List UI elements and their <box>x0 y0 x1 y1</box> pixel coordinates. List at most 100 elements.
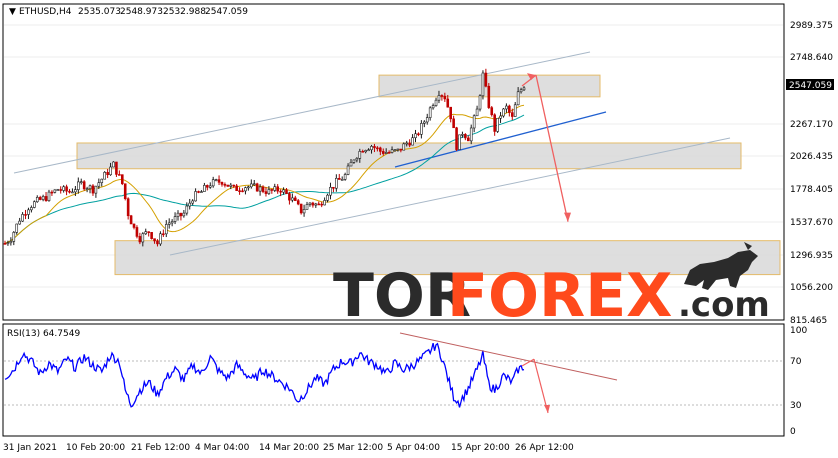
candle-body <box>399 148 403 151</box>
candle-body <box>50 191 54 194</box>
price-tick: 2748.640 <box>790 53 833 63</box>
candle-body <box>211 179 215 187</box>
candle-body <box>311 202 315 206</box>
time-axis: 31 Jan 2021 10 Feb 20:00 21 Feb 12:00 4 … <box>3 443 574 453</box>
candle-body <box>6 242 10 245</box>
candle-body <box>244 187 247 192</box>
candle-body <box>434 99 438 106</box>
candle-body <box>425 117 429 123</box>
candle-body <box>241 190 244 193</box>
rsi-forecast-down <box>533 358 549 414</box>
candle-body <box>71 191 74 194</box>
candle-body <box>258 186 262 192</box>
candle-body <box>452 118 455 129</box>
collapse-arrow-icon[interactable]: ▼ <box>9 7 16 17</box>
candle-body <box>68 190 71 193</box>
candle-body <box>120 174 124 185</box>
candle-body <box>464 134 467 139</box>
candle-body <box>159 233 162 245</box>
time-tick: 14 Mar 20:00 <box>259 443 319 453</box>
candle-body <box>323 200 326 206</box>
rsi-forecast-up <box>521 358 535 367</box>
candle-body <box>329 186 332 196</box>
candle-body <box>24 214 27 216</box>
time-tick: 15 Apr 20:00 <box>451 443 510 453</box>
candle-body <box>335 177 338 189</box>
rsi-layer <box>4 332 618 414</box>
time-tick: 5 Apr 04:00 <box>387 443 440 453</box>
candle-body <box>223 184 227 186</box>
price-tick: 815.465 <box>790 316 827 326</box>
candle-body <box>12 232 16 242</box>
candle-body <box>411 137 414 146</box>
support-resistance-zone <box>76 142 742 170</box>
candle-body <box>276 186 279 192</box>
logo-forex: FOREX <box>447 261 672 331</box>
candle-body <box>384 152 388 154</box>
candle-body <box>118 174 121 176</box>
time-tick: 31 Jan 2021 <box>3 443 57 453</box>
candle-body <box>510 112 514 117</box>
candle-body <box>291 197 294 201</box>
candle-body <box>420 123 423 135</box>
candle-body <box>185 205 189 214</box>
candle-body <box>206 185 209 188</box>
candle-body <box>499 115 502 119</box>
candle-body <box>109 166 112 176</box>
price-tick: 2989.375 <box>790 21 833 31</box>
symbol-label: ETHUSD,H4 <box>19 7 72 17</box>
candle-body <box>41 196 45 200</box>
time-tick: 25 Mar 12:00 <box>323 443 383 453</box>
candle-body <box>97 182 101 187</box>
rsi-level-label: 70 <box>790 357 802 367</box>
candle-body <box>502 108 505 117</box>
rsi-level-label: 30 <box>790 401 802 411</box>
candle-body <box>164 224 168 235</box>
candle-body <box>472 115 476 129</box>
candle-body <box>88 185 92 190</box>
candle-body <box>252 183 256 186</box>
candle-body <box>431 105 435 109</box>
candle-body <box>135 227 139 237</box>
candle-body <box>481 72 485 97</box>
candle-body <box>91 185 95 194</box>
candle-body <box>138 236 142 243</box>
candle-body <box>56 189 60 191</box>
candle-body <box>522 87 526 91</box>
candle-body <box>455 127 458 150</box>
candle-body <box>47 191 51 201</box>
candle-body <box>317 203 321 206</box>
candle-body <box>340 179 344 181</box>
rsi-axis: 100 70 30 0 <box>790 326 807 437</box>
candle-body <box>337 177 341 180</box>
candle-body <box>376 147 379 150</box>
candle-body <box>390 149 394 153</box>
time-tick: 4 Mar 04:00 <box>195 443 250 453</box>
candle-body <box>516 91 520 106</box>
candle-body <box>217 179 221 183</box>
candle-body <box>296 200 300 205</box>
candle-body <box>370 146 373 151</box>
moving-averages-layer <box>4 104 525 244</box>
candle-body <box>408 142 411 146</box>
candle-body <box>115 161 118 175</box>
candle-body <box>132 223 136 228</box>
candle-body <box>379 147 382 152</box>
candle-body <box>299 203 303 214</box>
low-value: 2532.988 <box>163 7 206 17</box>
candle-body <box>197 191 200 193</box>
forecast-up-arrowhead <box>527 73 536 81</box>
candle-body <box>59 189 63 191</box>
candle-body <box>387 152 391 154</box>
candle-body <box>9 241 13 244</box>
rsi-panel-frame <box>2 323 785 437</box>
candle-body <box>487 85 491 108</box>
candle-body <box>85 188 89 191</box>
candle-body <box>30 207 33 211</box>
candle-body <box>126 198 130 217</box>
candle-body <box>65 186 68 192</box>
candle-body <box>112 161 115 168</box>
candle-body <box>220 182 224 185</box>
candle-body <box>250 183 253 188</box>
